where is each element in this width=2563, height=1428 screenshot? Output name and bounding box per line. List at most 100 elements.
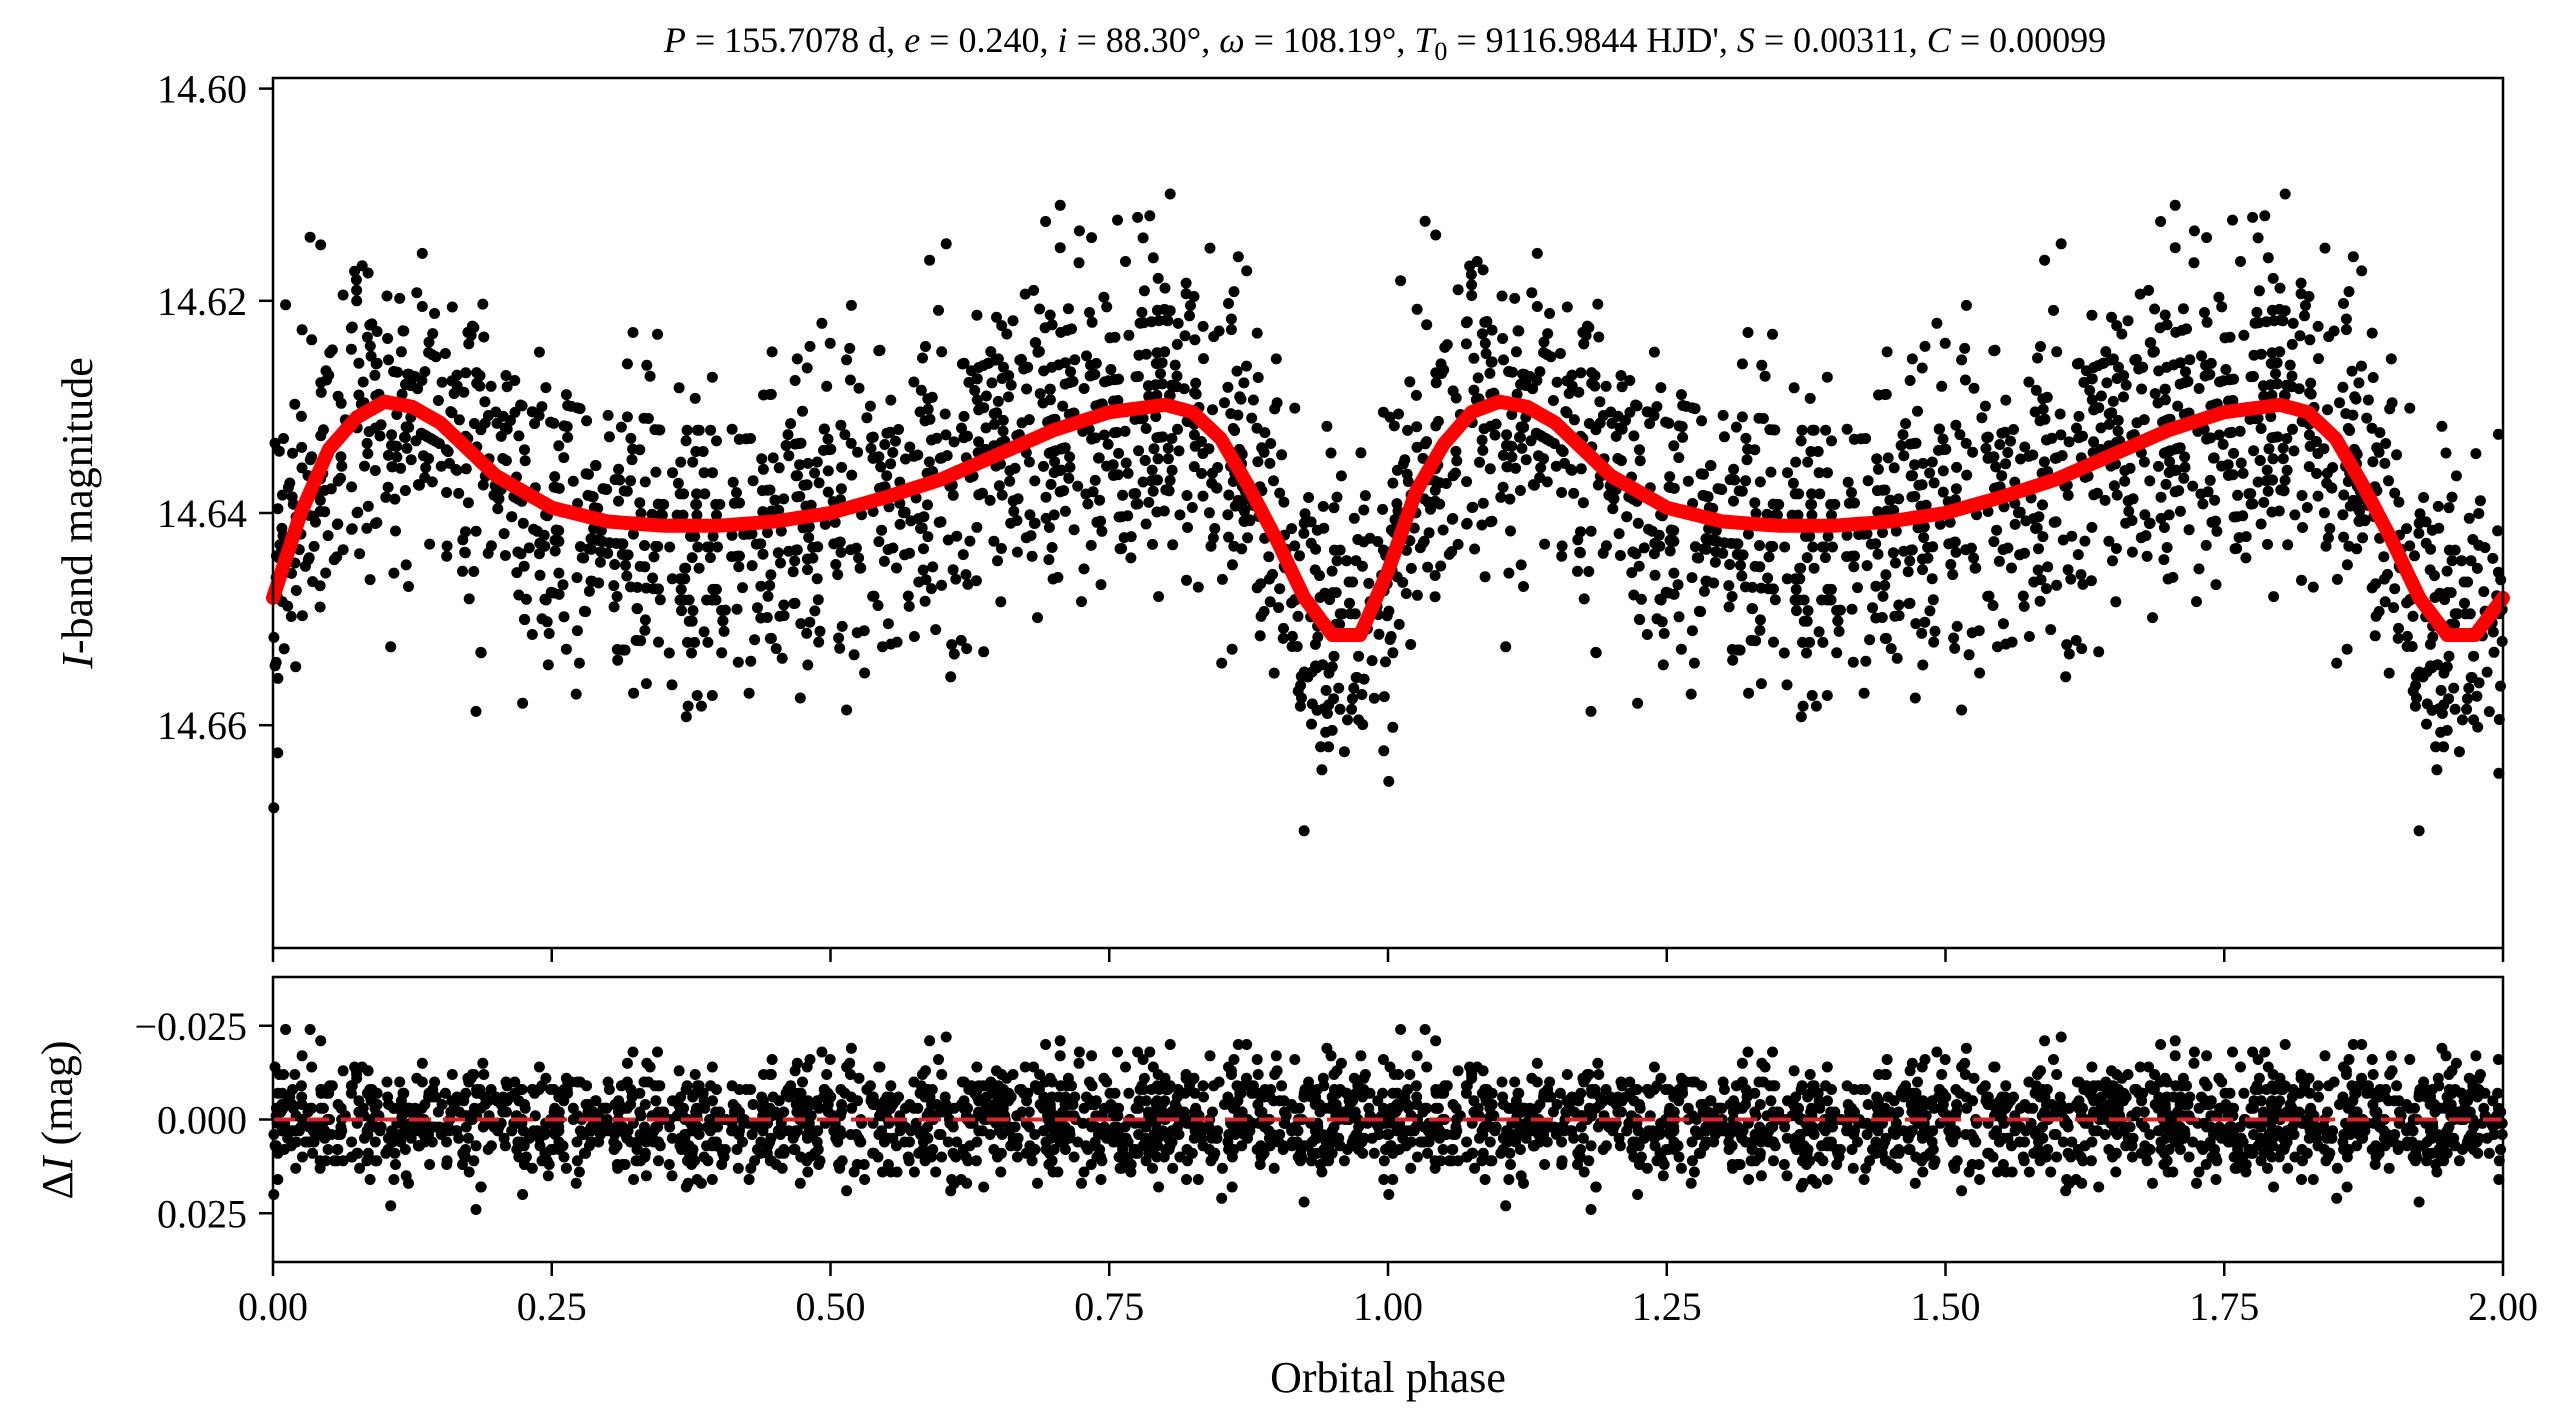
residual-point [1226, 1181, 1238, 1193]
data-point [1205, 540, 1217, 552]
data-point [1754, 624, 1766, 636]
data-point [2220, 364, 2232, 375]
residual-point [2383, 1162, 2395, 1174]
residual-point [581, 1080, 593, 1092]
data-point [816, 317, 828, 329]
data-point [1068, 524, 1080, 536]
residual-point [394, 1076, 406, 1088]
data-point [1960, 299, 1972, 311]
data-point [1188, 461, 1200, 473]
data-point [1184, 310, 1195, 322]
data-point [711, 435, 722, 447]
data-point [2266, 389, 2278, 401]
data-point [582, 489, 594, 501]
data-point [726, 529, 738, 541]
residual-point [371, 1087, 383, 1099]
data-point [822, 486, 834, 498]
data-point [917, 564, 929, 576]
data-point [2158, 554, 2170, 566]
data-point [853, 552, 865, 564]
data-point [2177, 303, 2189, 315]
data-point [1336, 608, 1348, 620]
residual-point [286, 1125, 297, 1137]
data-point [2338, 298, 2349, 309]
data-point [2019, 441, 2031, 453]
data-point [1395, 275, 1407, 287]
data-point [841, 354, 853, 366]
data-point [793, 438, 805, 449]
residual-point [618, 1159, 630, 1170]
residual-point [1123, 1087, 1135, 1099]
data-point [1065, 366, 1076, 378]
data-point [1452, 284, 1464, 296]
residual-point [545, 1084, 557, 1095]
data-point [1159, 303, 1170, 315]
residual-point [686, 1147, 698, 1159]
data-point [1076, 596, 1087, 608]
data-point [2119, 465, 2131, 477]
residual-point [1132, 1046, 1144, 1058]
data-point [2393, 496, 2405, 508]
data-point [1807, 541, 1819, 553]
data-point [767, 452, 779, 464]
data-point [459, 546, 471, 558]
data-point [2046, 432, 2058, 444]
data-point [304, 231, 316, 243]
residual-point [1267, 1129, 1278, 1140]
data-point [2149, 303, 2161, 315]
residual-point [1223, 1129, 1235, 1140]
residual-point [463, 1166, 475, 1178]
data-point [775, 557, 786, 569]
data-point [1208, 331, 1220, 343]
data-point [2213, 291, 2225, 303]
residual-point [276, 1099, 288, 1110]
data-point [1872, 463, 1884, 475]
residual-point [362, 1147, 374, 1159]
residual-point [689, 1069, 701, 1080]
data-point [2122, 495, 2134, 507]
data-point [1321, 420, 1333, 432]
residual-point [988, 1144, 1000, 1155]
data-point [801, 553, 813, 565]
data-point [1140, 423, 1152, 434]
data-point [1557, 446, 1569, 458]
residual-point [1147, 1061, 1159, 1073]
data-point [2274, 282, 2286, 294]
data-point [1612, 410, 1624, 422]
data-point [1430, 229, 1442, 241]
data-point [1992, 641, 2003, 653]
residual-point [673, 1065, 685, 1077]
data-point [1073, 225, 1085, 237]
data-point [1038, 460, 1049, 472]
data-point [627, 443, 639, 455]
data-point [1700, 543, 1712, 555]
data-point [557, 579, 569, 591]
data-point [374, 430, 386, 442]
data-point [915, 523, 926, 534]
data-point [1061, 324, 1073, 336]
data-point [401, 442, 413, 454]
residual-point [1160, 1144, 1172, 1155]
data-point [1544, 308, 1556, 319]
residual-point [385, 1200, 397, 1212]
data-point [296, 324, 308, 336]
data-point [1634, 614, 1646, 626]
data-point [1638, 542, 1650, 554]
residual-point [626, 1091, 638, 1103]
data-point [2261, 464, 2273, 476]
data-point [940, 238, 952, 250]
data-point [1814, 488, 1826, 500]
data-point [2148, 346, 2160, 357]
data-point [272, 503, 284, 515]
data-point [1122, 467, 1134, 479]
data-point [1672, 579, 1684, 591]
data-point [2460, 608, 2472, 620]
residual-point [470, 1140, 482, 1152]
data-point [1981, 432, 1993, 444]
data-point [337, 544, 349, 556]
residual-point [1277, 1144, 1289, 1155]
data-point [618, 485, 630, 497]
data-point [650, 466, 662, 478]
data-point [1825, 594, 1837, 606]
residual-point [325, 1129, 337, 1140]
